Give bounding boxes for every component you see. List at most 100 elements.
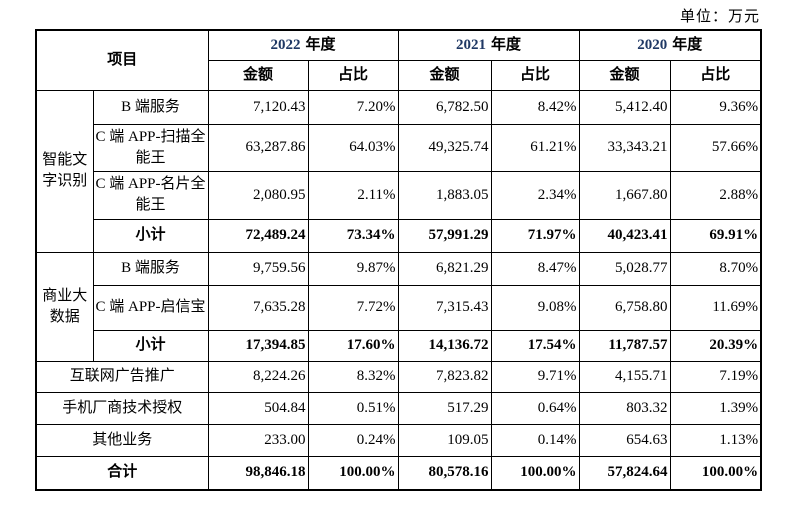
amount-cell: 57,824.64 <box>578 455 671 491</box>
amount-cell: 72,489.24 <box>207 218 309 253</box>
ratio-cell: 100.00% <box>490 455 580 491</box>
ratio-cell: 61.21% <box>490 123 580 172</box>
amount-cell: 9,759.56 <box>207 251 309 286</box>
amount-cell: 63,287.86 <box>207 123 309 172</box>
amount-cell: 5,028.77 <box>578 251 671 286</box>
revenue-breakdown-table: 项目 2022 年度 2021 年度 2020 年度 金额 占比 金额 占比 金额 占… <box>35 29 763 491</box>
amount-cell: 504.84 <box>207 391 309 425</box>
ratio-cell: 2.34% <box>490 170 580 220</box>
subtotal-row: 小计 17,394.85 17.60% 14,136.72 17.54% 11,… <box>36 329 762 362</box>
amount-cell: 8,224.26 <box>207 360 309 393</box>
amount-cell: 98,846.18 <box>207 455 309 491</box>
col-header-amount: 金额 <box>207 59 309 91</box>
amount-cell: 7,635.28 <box>207 284 309 331</box>
amount-cell: 7,823.82 <box>397 360 492 393</box>
ratio-cell: 73.34% <box>307 218 399 253</box>
amount-cell: 2,080.95 <box>207 170 309 220</box>
col-header-amount: 金额 <box>397 59 492 91</box>
ratio-cell: 7.72% <box>307 284 399 331</box>
col-header-ratio: 占比 <box>307 59 399 91</box>
amount-cell: 517.29 <box>397 391 492 425</box>
amount-cell: 40,423.41 <box>578 218 671 253</box>
ratio-cell: 9.71% <box>490 360 580 393</box>
ratio-cell: 0.64% <box>490 391 580 425</box>
table-row: 手机厂商技术授权 504.84 0.51% 517.29 0.64% 803.3… <box>35 391 762 425</box>
header-row-years: 项目 2022 年度 2021 年度 2020 年度 <box>35 29 762 91</box>
amount-cell: 11,787.57 <box>578 329 671 362</box>
item-cell: C 端 APP-启信宝 <box>92 284 209 331</box>
ratio-cell: 64.03% <box>307 123 399 172</box>
total-row: 合计 98,846.18 100.00% 80,578.16 100.00% 5… <box>35 455 762 491</box>
ratio-cell: 69.91% <box>669 218 762 253</box>
ratio-cell: 100.00% <box>669 455 762 491</box>
table-row: C 端 APP-名片全能王 2,080.95 2.11% 1,883.05 2.… <box>36 170 762 220</box>
ratio-cell: 17.60% <box>307 329 399 362</box>
table-row: C 端 APP-启信宝 7,635.28 7.72% 7,315.43 9.08… <box>36 284 762 331</box>
table-row: 商业大数据 B 端服务 9,759.56 9.87% 6,821.29 8.47… <box>35 251 762 362</box>
unit-label: 单位：万元 <box>679 9 760 25</box>
ratio-cell: 57.66% <box>669 123 762 172</box>
ratio-cell: 9.08% <box>490 284 580 331</box>
amount-cell: 6,782.50 <box>397 89 492 125</box>
ratio-cell: 0.24% <box>307 423 399 457</box>
amount-cell: 5,412.40 <box>578 89 671 125</box>
item-cell-other-business: 其他业务 <box>35 423 209 457</box>
year-number: 2020 <box>637 36 668 53</box>
ratio-cell: 8.47% <box>490 251 580 286</box>
subtotal-label-cell: 小计 <box>92 218 209 253</box>
amount-cell: 57,991.29 <box>397 218 492 253</box>
header-row-subheaders: 金额 占比 金额 占比 金额 占比 <box>36 59 762 91</box>
item-cell: C 端 APP-扫描全能王 <box>92 123 209 172</box>
ratio-cell: 8.42% <box>490 89 580 125</box>
item-cell: C 端 APP-名片全能王 <box>92 170 209 220</box>
total-label-cell: 合计 <box>35 455 209 491</box>
ratio-cell: 0.14% <box>490 423 580 457</box>
amount-cell: 1,667.80 <box>578 170 671 220</box>
table-row: 互联网广告推广 8,224.26 8.32% 7,823.82 9.71% 4,… <box>35 360 762 393</box>
amount-cell: 4,155.71 <box>578 360 671 393</box>
group-cell-intelligent-text-recognition: 智能文字识别 <box>35 89 94 253</box>
ratio-cell: 8.32% <box>307 360 399 393</box>
ratio-cell: 2.88% <box>669 170 762 220</box>
amount-cell: 6,821.29 <box>397 251 492 286</box>
ratio-cell: 7.19% <box>669 360 762 393</box>
amount-cell: 233.00 <box>207 423 309 457</box>
col-header-year-2020: 2020 年度 <box>578 29 762 61</box>
year-suffix: 年度 <box>305 36 336 53</box>
amount-cell: 7,315.43 <box>397 284 492 331</box>
table-row: C 端 APP-扫描全能王 63,287.86 64.03% 49,325.74… <box>36 123 762 172</box>
amount-cell: 14,136.72 <box>397 329 492 362</box>
amount-cell: 109.05 <box>397 423 492 457</box>
ratio-cell: 17.54% <box>490 329 580 362</box>
ratio-cell: 1.39% <box>669 391 762 425</box>
ratio-cell: 71.97% <box>490 218 580 253</box>
amount-cell: 6,758.80 <box>578 284 671 331</box>
ratio-cell: 20.39% <box>669 329 762 362</box>
amount-cell: 1,883.05 <box>397 170 492 220</box>
col-header-item: 项目 <box>35 29 209 91</box>
item-cell-phone-vendor-licensing: 手机厂商技术授权 <box>35 391 209 425</box>
table-row: 其他业务 233.00 0.24% 109.05 0.14% 654.63 1.… <box>35 423 762 457</box>
col-header-year-2022: 2022 年度 <box>207 29 399 61</box>
ratio-cell: 8.70% <box>669 251 762 286</box>
col-header-ratio: 占比 <box>490 59 580 91</box>
item-cell-internet-advertising: 互联网广告推广 <box>35 360 209 393</box>
ratio-cell: 100.00% <box>307 455 399 491</box>
item-cell: B 端服务 <box>92 89 209 125</box>
subtotal-label-cell: 小计 <box>92 329 209 362</box>
ratio-cell: 0.51% <box>307 391 399 425</box>
amount-cell: 7,120.43 <box>207 89 309 125</box>
amount-cell: 17,394.85 <box>207 329 309 362</box>
year-suffix: 年度 <box>491 36 522 53</box>
item-cell: B 端服务 <box>92 251 209 286</box>
table-row: 智能文字识别 B 端服务 7,120.43 7.20% 6,782.50 8.4… <box>35 89 762 253</box>
amount-cell: 33,343.21 <box>578 123 671 172</box>
ratio-cell: 7.20% <box>307 89 399 125</box>
year-suffix: 年度 <box>672 36 703 53</box>
col-header-amount: 金额 <box>578 59 671 91</box>
col-header-ratio: 占比 <box>669 59 762 91</box>
amount-cell: 803.32 <box>578 391 671 425</box>
year-number: 2021 <box>456 36 487 53</box>
ratio-cell: 9.36% <box>669 89 762 125</box>
